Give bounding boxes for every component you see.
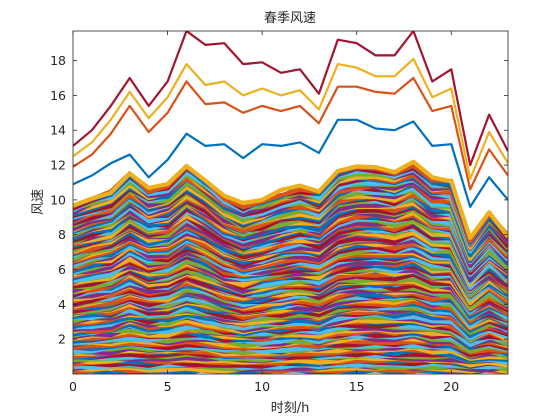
x-tick-label-15: 15 [349,379,365,394]
x-tick-label-10: 10 [254,379,270,394]
y-tick-label-2: 2 [58,332,66,347]
y-tick-label-18: 18 [50,53,66,68]
y-axis-title: 风速 [31,189,46,215]
axes-box [72,30,509,375]
series-lines [73,31,508,208]
x-axis: 0 5 10 15 20 [69,31,459,394]
x-tick-label-20: 20 [443,379,459,394]
band-line-150 [73,159,508,240]
x-axis-title: 时刻/h [271,401,310,416]
y-tick-label-8: 8 [58,227,66,242]
x-tick-label-5: 5 [164,379,172,394]
series-line-4 [73,118,508,208]
y-tick-label-14: 14 [50,123,66,138]
chart-title: 春季风速 [264,11,316,26]
band-line-149 [73,163,508,244]
series-line-2 [73,57,508,181]
y-axis: 2 4 6 8 10 12 14 16 18 [50,53,508,347]
series-line-3 [73,76,508,191]
y-tick-label-6: 6 [58,262,66,277]
band-line-108 [73,218,508,279]
x-tick-label-0: 0 [69,379,77,394]
wind-speed-bands [73,159,508,374]
band-line-14 [73,350,508,362]
series-line-1 [73,31,508,167]
y-tick-label-10: 10 [50,192,66,207]
y-tick-label-12: 12 [50,158,66,173]
y-tick-label-4: 4 [58,297,66,312]
band-line-31 [73,326,508,349]
y-tick-label-16: 16 [50,88,66,103]
